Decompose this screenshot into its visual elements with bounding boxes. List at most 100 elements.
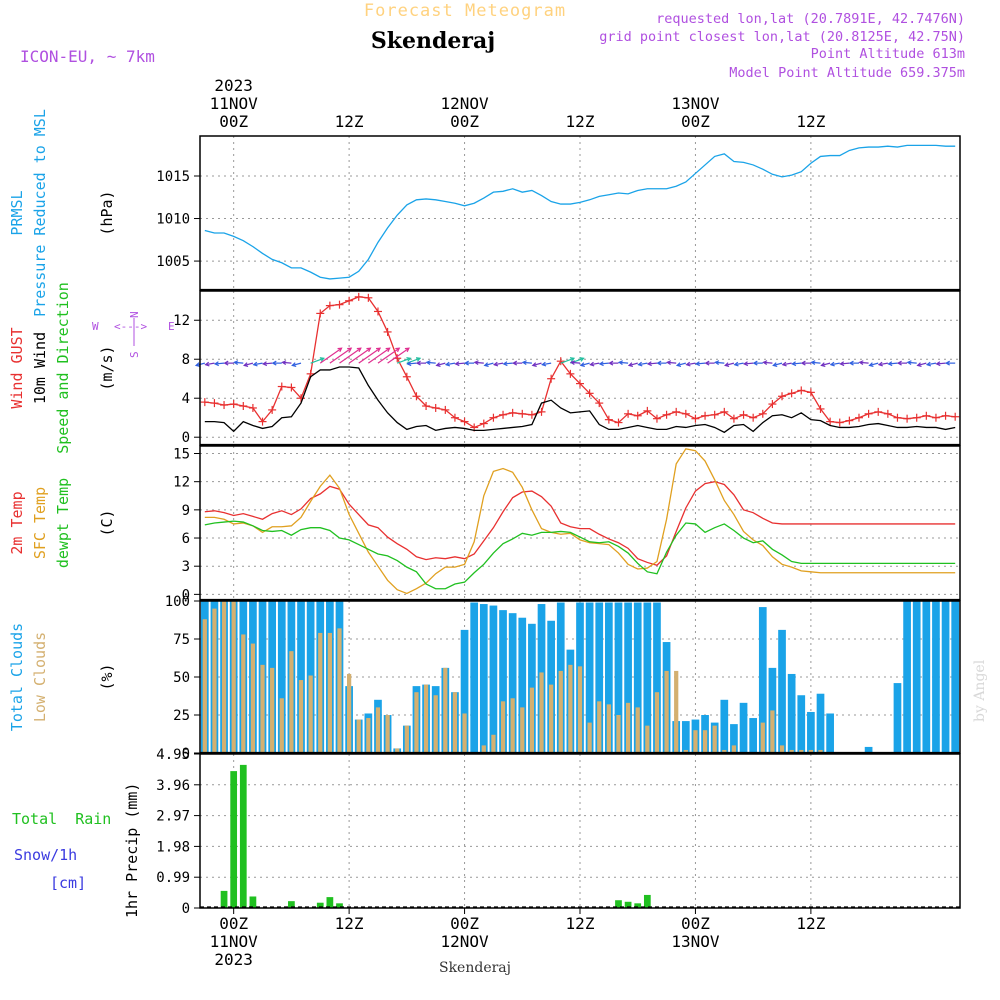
total-cloud-bar bbox=[277, 601, 286, 753]
low-cloud-bar bbox=[789, 749, 794, 753]
low-cloud-bar bbox=[289, 651, 294, 753]
low-cloud-bar bbox=[481, 745, 486, 753]
wind-direction-arrow bbox=[839, 361, 850, 367]
low-cloud-bar bbox=[760, 722, 765, 753]
low-cloud-bar bbox=[702, 730, 708, 753]
clouds-label-line: Total Clouds bbox=[8, 623, 26, 731]
wind-direction-arrow bbox=[252, 361, 263, 367]
low-cloud-bar bbox=[500, 701, 506, 753]
gust-marker bbox=[200, 398, 209, 407]
series-2m-temp bbox=[204, 481, 956, 566]
wind-direction-arrow bbox=[887, 361, 898, 367]
gust-marker bbox=[373, 307, 382, 316]
rain-bar bbox=[249, 896, 257, 908]
gust-marker bbox=[460, 417, 469, 426]
wind-label-line: 10m Wind bbox=[31, 332, 49, 404]
gust-marker bbox=[220, 401, 229, 410]
total-cloud-bar bbox=[730, 724, 738, 753]
wind-direction-arrow bbox=[521, 360, 532, 366]
compass-legend: N S W <---> E bbox=[92, 311, 175, 358]
gust-marker bbox=[268, 405, 277, 414]
precip-ylabel: 1hr Precip (mm) bbox=[123, 783, 141, 918]
low-cloud-bar bbox=[808, 749, 814, 753]
compass-east-label: E bbox=[168, 320, 175, 333]
wind-direction-arrow bbox=[925, 361, 937, 367]
gust-marker bbox=[835, 418, 844, 427]
low-cloud-bar bbox=[722, 749, 727, 753]
total-cloud-bar bbox=[614, 602, 623, 753]
clouds-label-line: Low Clouds bbox=[31, 632, 49, 722]
wind-direction-arrow bbox=[348, 347, 372, 364]
total-cloud-bar bbox=[508, 613, 517, 753]
temperature-unit-label: (C) bbox=[98, 509, 116, 536]
gust-marker bbox=[335, 300, 344, 309]
header-requested: requested lon,lat (20.7891E, 42.7476N) bbox=[656, 11, 965, 27]
gust-marker bbox=[864, 409, 873, 418]
wind-direction-arrow bbox=[406, 361, 417, 367]
wind-direction-arrow bbox=[579, 362, 590, 367]
gust-marker bbox=[768, 400, 777, 409]
y-tick-label: 4 bbox=[182, 391, 190, 407]
wind-direction-arrow bbox=[358, 347, 382, 364]
wind-direction-arrow bbox=[281, 360, 292, 366]
total-cloud-bar bbox=[605, 602, 613, 753]
low-cloud-bar bbox=[577, 666, 583, 753]
total-cloud-bar bbox=[941, 601, 950, 753]
gust-marker bbox=[931, 413, 940, 422]
gust-marker bbox=[518, 409, 527, 418]
wind-direction-arrow bbox=[541, 361, 552, 367]
gust-marker bbox=[672, 407, 681, 416]
total-cloud-bar bbox=[624, 602, 632, 753]
low-cloud-bar bbox=[279, 698, 284, 753]
y-tick-label: 4.95 bbox=[156, 747, 190, 763]
total-cloud-bar bbox=[720, 699, 729, 753]
wind-direction-arrow bbox=[492, 361, 504, 367]
bottom-time-label: 13NOV bbox=[671, 932, 720, 951]
y-tick-label: 50 bbox=[173, 670, 190, 686]
wind-label-line: Wind GUST bbox=[8, 327, 26, 408]
low-cloud-bar bbox=[318, 632, 323, 753]
gust-marker bbox=[595, 399, 604, 408]
top-time-label: 2023 bbox=[214, 76, 253, 95]
wind-direction-arrow bbox=[617, 360, 629, 366]
low-cloud-bar bbox=[510, 698, 515, 753]
low-cloud-bar bbox=[270, 667, 275, 753]
compass-north-label: N bbox=[128, 311, 141, 318]
temperature-label-line: 2m Temp bbox=[8, 491, 26, 554]
wind-direction-arrow bbox=[204, 361, 215, 367]
header-grid-point: grid point closest lon,lat (20.8125E, 42… bbox=[599, 29, 965, 45]
rain-bar bbox=[615, 900, 622, 908]
wind-direction-arrow bbox=[704, 360, 715, 366]
wind-direction-arrow bbox=[752, 360, 763, 366]
wind-direction-arrow bbox=[339, 347, 362, 364]
header-point-altitude: Point Altitude 613m bbox=[811, 46, 965, 62]
y-tick-label: 12 bbox=[173, 475, 190, 491]
total-cloud-bar bbox=[585, 602, 594, 753]
gust-marker bbox=[345, 296, 354, 305]
wind-direction-arrow bbox=[444, 361, 456, 367]
gust-marker bbox=[922, 411, 931, 420]
wind-direction-arrow bbox=[800, 360, 811, 366]
low-cloud-bar bbox=[443, 667, 448, 753]
gust-marker bbox=[806, 388, 815, 397]
compass-west-label: W bbox=[92, 320, 99, 333]
total-cloud-bar bbox=[816, 693, 825, 753]
low-cloud-bar bbox=[366, 718, 371, 753]
rain-bar bbox=[220, 890, 228, 908]
low-cloud-bar bbox=[423, 684, 429, 753]
gust-marker bbox=[508, 408, 517, 417]
total-cloud-bar bbox=[797, 695, 806, 753]
gust-marker bbox=[854, 413, 863, 422]
total-cloud-bar bbox=[749, 718, 758, 753]
wind-direction-arrow bbox=[213, 361, 225, 367]
wind-direction-arrow bbox=[387, 347, 410, 364]
wind-direction-arrow bbox=[627, 362, 638, 367]
header-model: ICON-EU, ~ 7km bbox=[20, 47, 155, 66]
low-cloud-bar bbox=[346, 673, 352, 753]
low-cloud-bar bbox=[654, 692, 660, 753]
wind-direction-arrow bbox=[319, 347, 343, 364]
gust-marker bbox=[431, 403, 440, 412]
gust-marker bbox=[402, 372, 411, 381]
wind-direction-arrow bbox=[531, 362, 542, 367]
gust-marker bbox=[229, 400, 238, 409]
